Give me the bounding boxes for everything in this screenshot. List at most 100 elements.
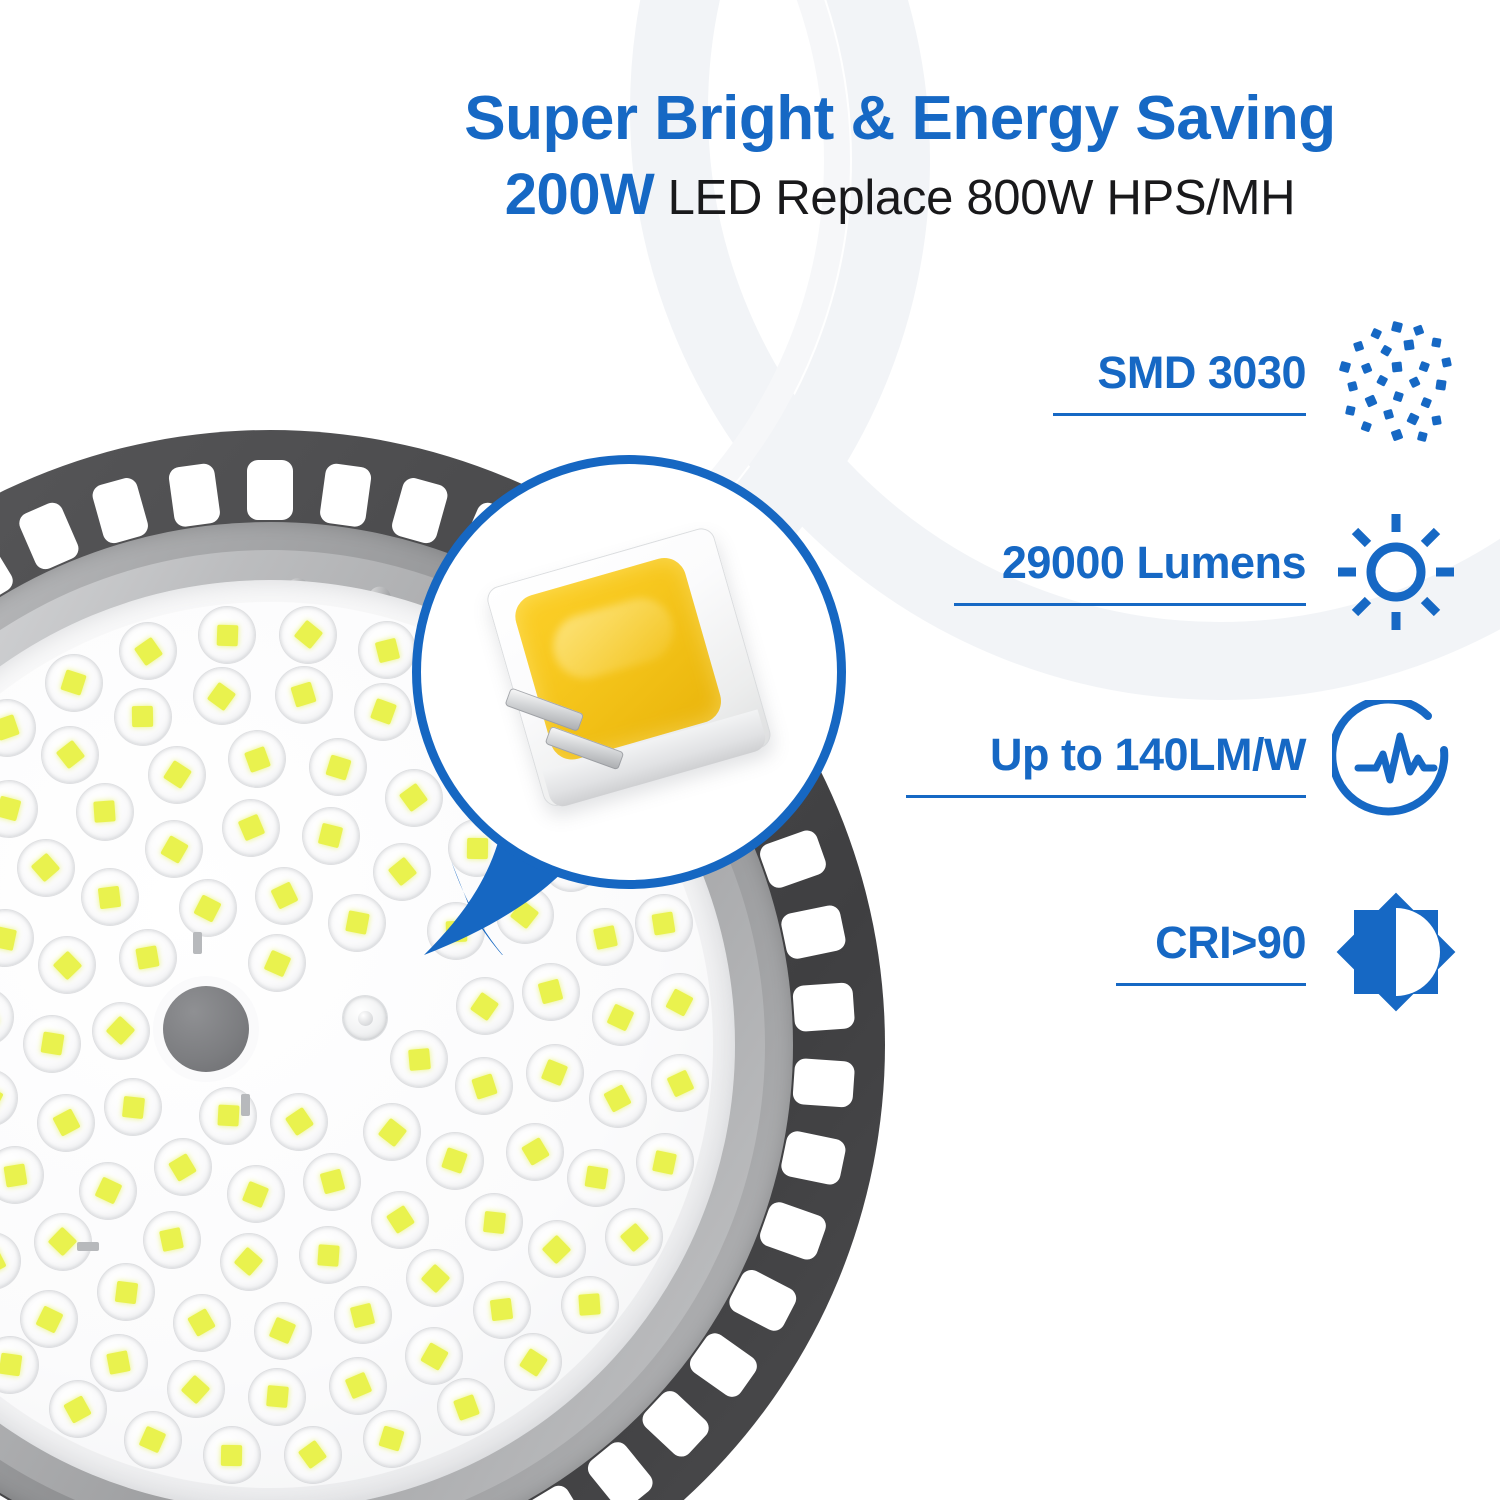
led-lens (372, 1191, 429, 1248)
led-lens (330, 1357, 387, 1414)
replacement-claim: LED Replace 800W HPS/MH (667, 170, 1296, 225)
led-lens (310, 739, 367, 796)
led-lens (334, 1287, 391, 1344)
led-lens (229, 731, 286, 788)
feature-row-lumens: 29000 Lumens (880, 508, 1460, 636)
callout-ring (412, 455, 846, 889)
led-lens (38, 1094, 95, 1151)
feature-underline (954, 602, 1306, 606)
led-lens (0, 1336, 39, 1393)
led-lens (466, 1194, 523, 1251)
led-lens (651, 974, 708, 1031)
led-lens (76, 783, 133, 840)
led-lens (652, 1055, 709, 1112)
led-lens (507, 1123, 564, 1180)
led-lens (568, 1149, 625, 1206)
led-lens (329, 894, 386, 951)
led-lens (280, 606, 337, 663)
led-lens (0, 780, 37, 837)
led-lens (120, 623, 177, 680)
led-lens (385, 769, 442, 826)
led-lens (199, 607, 256, 664)
led-lens (522, 963, 579, 1020)
led-lens (407, 1250, 464, 1307)
led-lens (179, 880, 236, 937)
led-lens (577, 909, 634, 966)
led-lens (45, 654, 102, 711)
led-lens (635, 895, 692, 952)
led-lens (271, 1093, 328, 1150)
led-lens (0, 989, 14, 1046)
feature-label: Up to 140LM/W (990, 729, 1307, 781)
led-lens (143, 1211, 200, 1268)
led-lens-array-panel (0, 602, 713, 1488)
panel-sensor-dome (343, 996, 387, 1040)
led-lens (92, 1002, 149, 1059)
led-lens (24, 1015, 80, 1072)
led-lens (355, 683, 412, 740)
led-lens (146, 821, 202, 878)
led-lens (359, 622, 416, 679)
led-lens (249, 935, 305, 992)
led-lens (473, 1281, 530, 1338)
headline-block: Super Bright & Energy Saving 200W LED Re… (330, 85, 1470, 227)
led-lens (0, 1070, 18, 1127)
led-lens (275, 666, 332, 723)
feature-row-cri: CRI>90 (880, 888, 1460, 1016)
led-lens (227, 1166, 284, 1223)
led-lens (114, 688, 171, 745)
led-lens (561, 1276, 618, 1333)
led-lens (363, 1410, 420, 1467)
led-lens (90, 1334, 147, 1391)
led-lens (124, 1411, 181, 1468)
led-lens (438, 1379, 495, 1436)
wattage-value: 200W (504, 161, 655, 227)
led-lens (254, 1302, 311, 1359)
led-lens (302, 807, 359, 864)
fixture-vent-slot (792, 982, 856, 1033)
led-lens (0, 1147, 44, 1204)
fixture-vent-slot (792, 1057, 856, 1108)
feature-label: SMD 3030 (1097, 347, 1306, 399)
panel-tick-mark (193, 932, 202, 954)
feature-row-smd-3030: SMD 3030 (880, 318, 1460, 446)
led-lens (256, 867, 313, 924)
sun-brightness-icon (1332, 508, 1460, 636)
led-lens (0, 1233, 21, 1290)
feature-underline (1053, 412, 1306, 416)
headline-secondary: 200W LED Replace 800W HPS/MH (330, 161, 1470, 227)
color-rendering-contrast-icon (1332, 888, 1460, 1016)
led-lens (364, 1104, 421, 1161)
led-lens (304, 1153, 361, 1210)
led-lens (167, 1361, 224, 1418)
led-lens (173, 1294, 230, 1351)
led-lens (526, 1044, 583, 1101)
led-lens (105, 1079, 162, 1136)
fixture-vent-slot (756, 1199, 829, 1263)
led-lens (39, 937, 96, 994)
led-lens (426, 1132, 483, 1189)
led-lens (34, 1213, 91, 1270)
led-chip-callout (412, 455, 846, 889)
led-lens (17, 839, 74, 896)
led-lens (456, 1058, 513, 1115)
pulse-efficiency-icon (1332, 700, 1460, 828)
feature-underline (906, 794, 1306, 798)
feature-underline (1116, 982, 1306, 986)
led-lens (406, 1328, 463, 1385)
led-lens (456, 978, 513, 1035)
panel-tick-mark (241, 1094, 250, 1116)
led-lens (203, 1427, 260, 1484)
led-lens (505, 1334, 562, 1391)
fixture-vent-slot (779, 1129, 848, 1187)
led-lens (149, 746, 206, 803)
feature-label: CRI>90 (1155, 917, 1306, 969)
led-lens (636, 1134, 693, 1191)
led-lens (193, 668, 250, 725)
led-lens (223, 799, 280, 856)
led-sparkle-burst-icon (1332, 318, 1460, 446)
led-lens (42, 726, 99, 783)
led-lens (80, 1162, 137, 1219)
led-lens (284, 1426, 341, 1483)
